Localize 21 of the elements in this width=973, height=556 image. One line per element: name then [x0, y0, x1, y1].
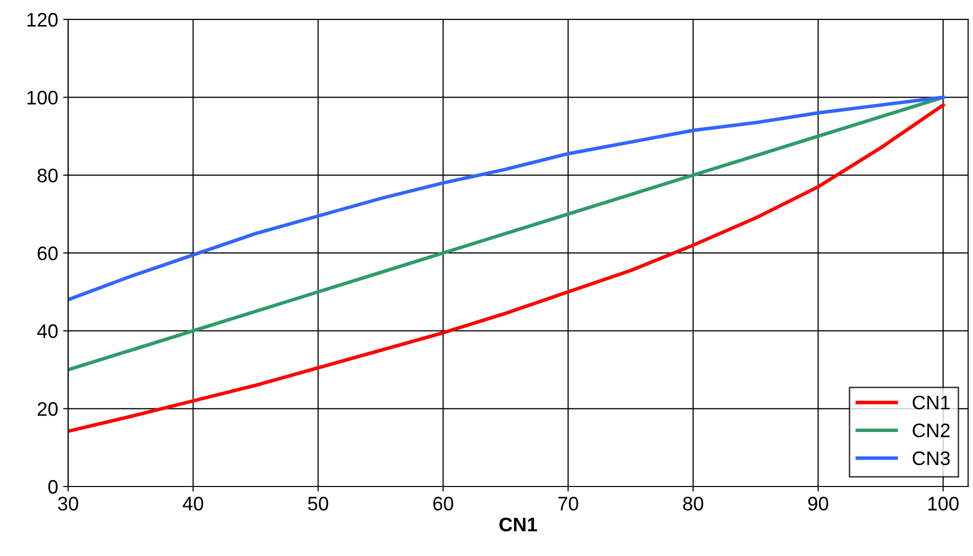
x-axis-title: CN1	[499, 518, 538, 532]
y-tick-label: 0	[48, 480, 58, 494]
line-series	[68, 96, 945, 302]
x-tick-label: 30	[58, 496, 78, 511]
y-tick-label: 20	[38, 402, 58, 416]
y-tick-label: 80	[38, 168, 58, 182]
x-tick-label: 50	[308, 496, 328, 511]
y-tick-label: 120	[27, 12, 58, 27]
legend-label: CN1	[912, 396, 950, 410]
x-tick-label: 80	[683, 496, 704, 511]
line-series	[68, 96, 945, 372]
legend-label: CN2	[912, 424, 950, 438]
x-tick-label: 90	[808, 496, 828, 511]
x-tick-label: 60	[433, 496, 454, 511]
y-tick-label: 60	[38, 246, 58, 260]
x-tick-label: 70	[558, 496, 578, 511]
x-tick-label: 40	[182, 496, 204, 511]
y-tick-label: 40	[37, 324, 58, 338]
legend-label: CN3	[912, 451, 950, 466]
y-tick-label: 100	[27, 90, 58, 105]
x-tick-label: 100	[928, 496, 959, 511]
